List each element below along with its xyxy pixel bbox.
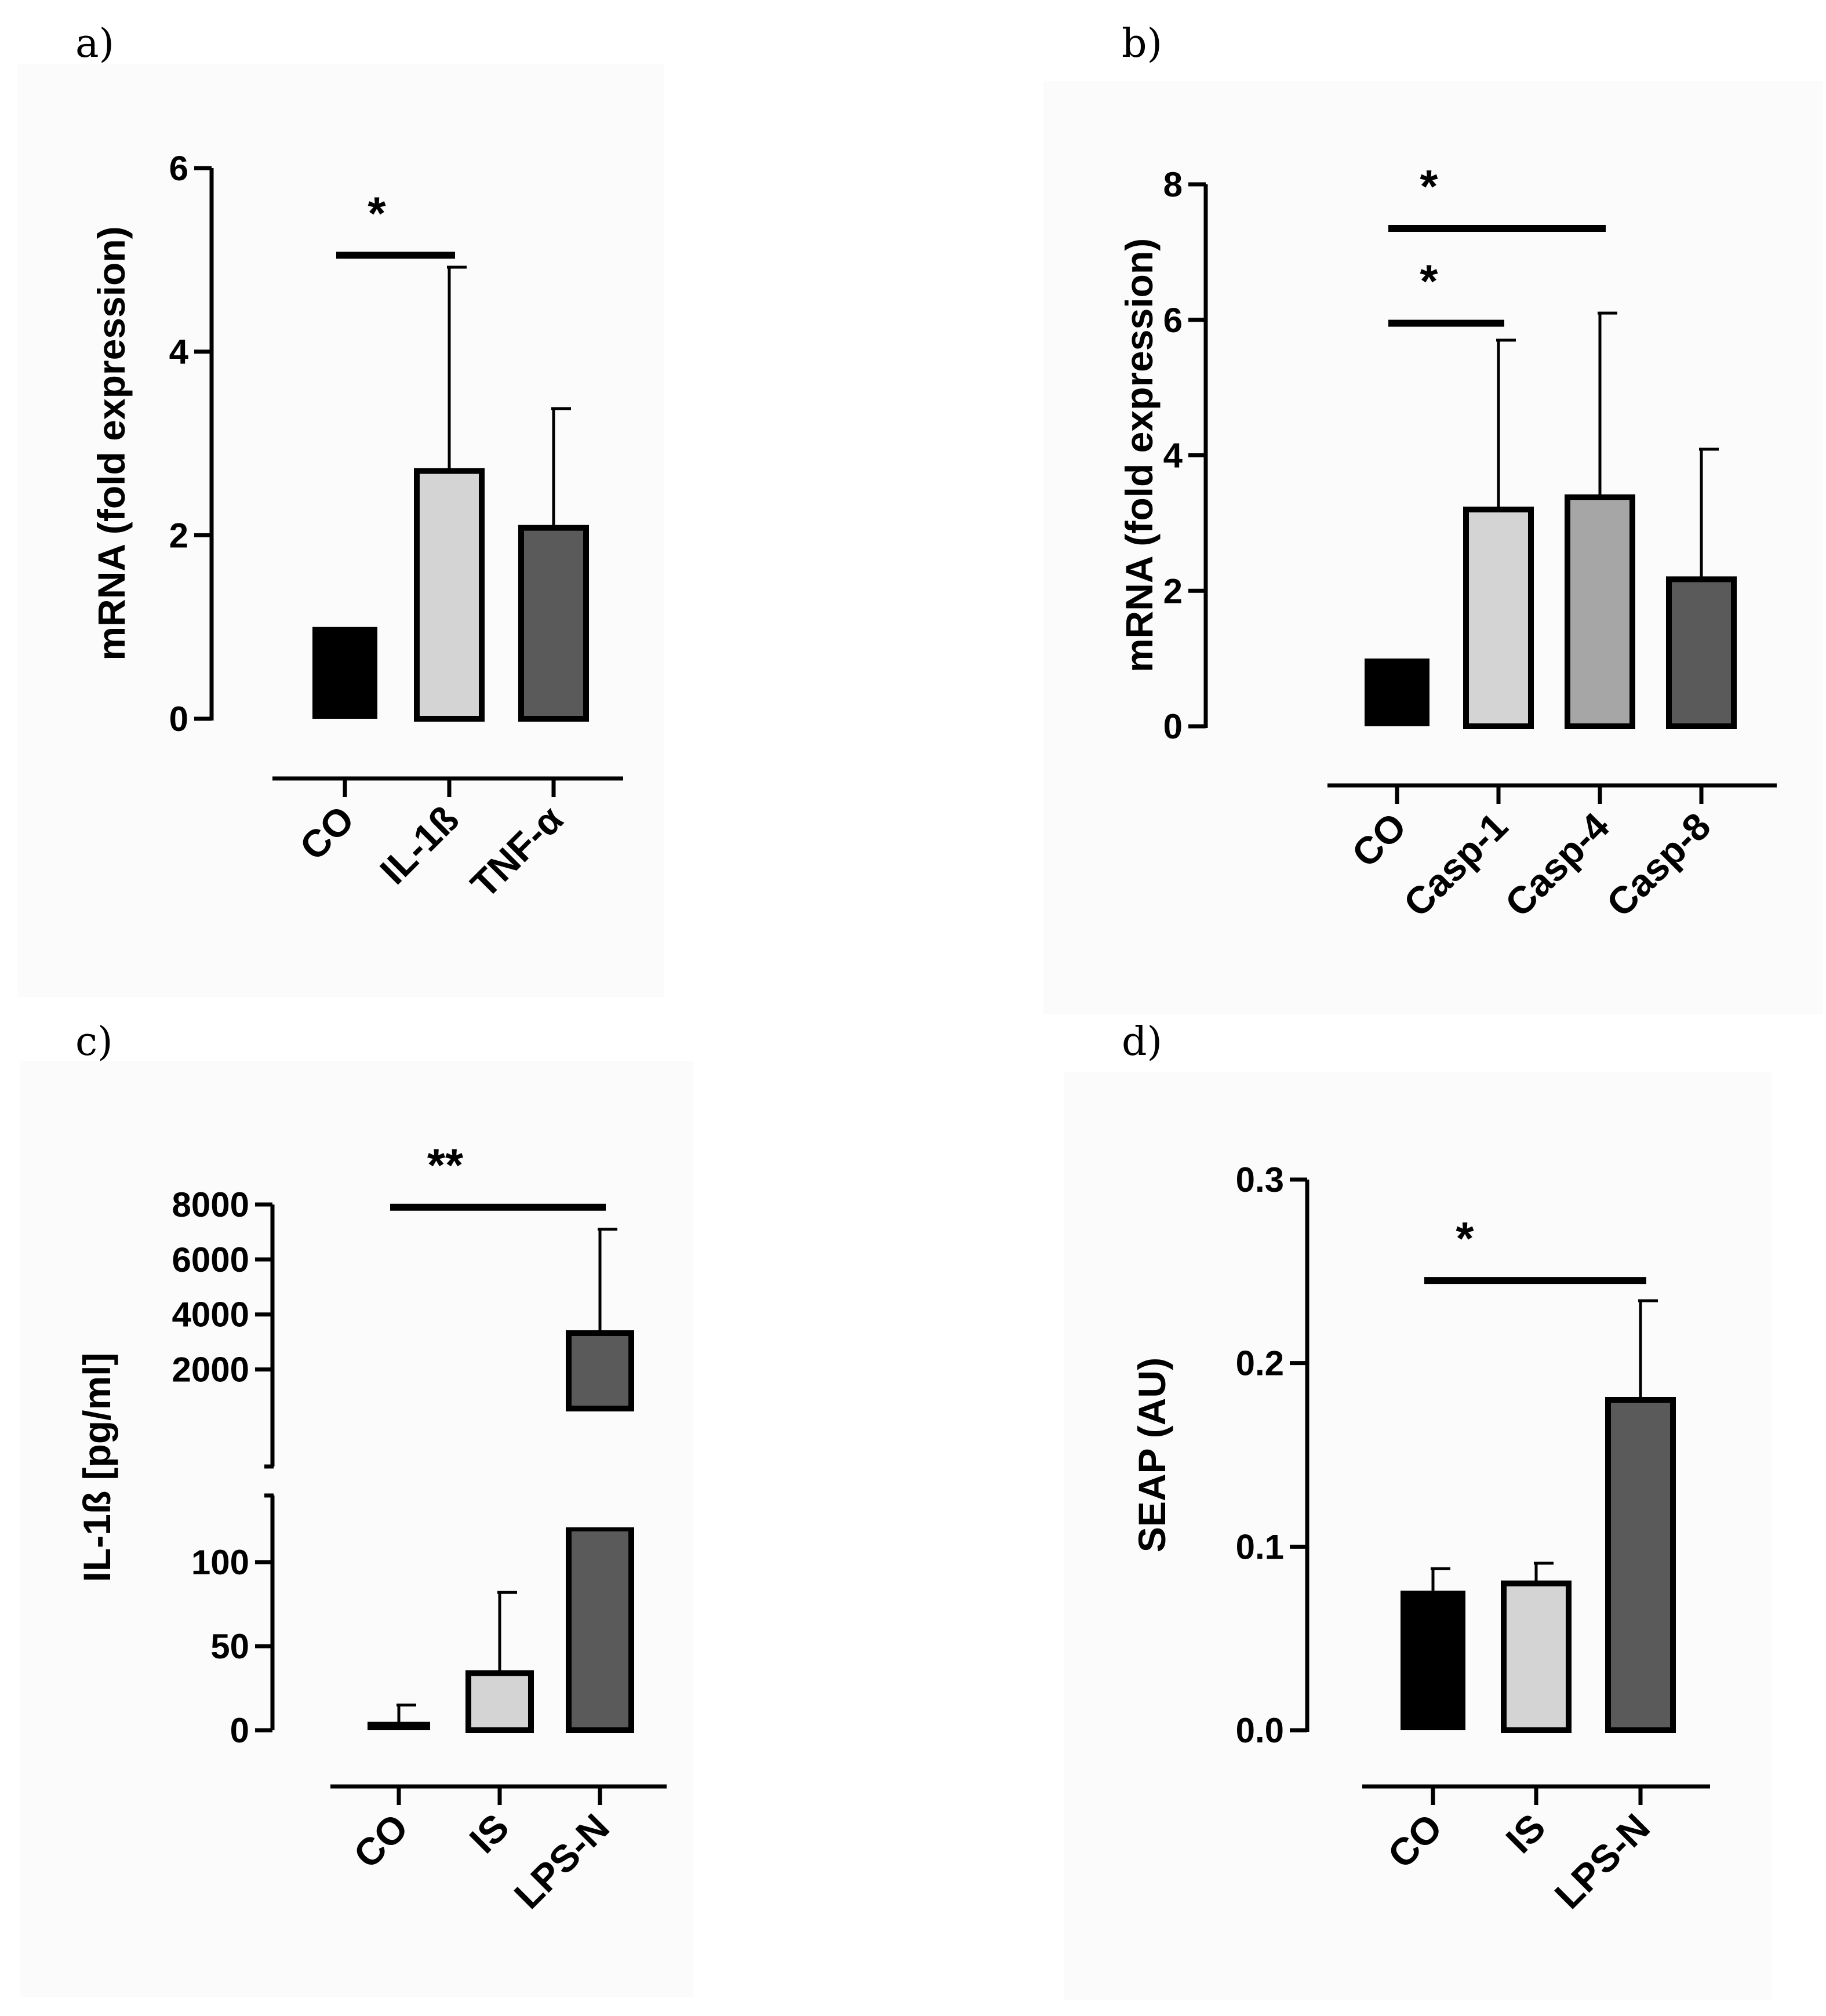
y-tick-label: 0: [1163, 707, 1183, 746]
y-tick-label: 50: [210, 1627, 249, 1666]
bar: [1401, 1591, 1465, 1730]
panel-background: [1043, 81, 1823, 1014]
significance-marker: *: [1456, 1213, 1474, 1264]
y-tick-label: 2: [169, 516, 188, 555]
y-tick-label: 4000: [172, 1296, 249, 1334]
y-tick-label: 4: [169, 333, 189, 372]
y-axis-title: SEAP (AU): [1130, 1358, 1173, 1552]
significance-marker: *: [368, 187, 386, 239]
bar: [566, 1526, 634, 1733]
y-tick-label: 0: [169, 700, 188, 738]
bar: [1501, 1580, 1572, 1734]
panel-label: b): [1122, 21, 1162, 67]
y-tick-label: 6000: [172, 1240, 249, 1279]
y-tick-label: 8: [1163, 165, 1183, 204]
y-tick-label: 6: [169, 149, 188, 188]
bar: [414, 468, 485, 722]
bar: [368, 1722, 430, 1730]
bar-upper-segment: [566, 1330, 634, 1412]
panel-label: a): [75, 21, 114, 67]
significance-marker: *: [1420, 161, 1438, 212]
bar: [1605, 1397, 1676, 1733]
y-axis-title: mRNA (fold expression): [1118, 238, 1161, 672]
y-axis-title: mRNA (fold expression): [90, 226, 133, 660]
y-tick-label: 0.2: [1236, 1344, 1284, 1383]
significance-marker: **: [427, 1140, 464, 1191]
y-tick-label: 2000: [172, 1351, 249, 1389]
y-tick-label: 6: [1163, 301, 1183, 340]
bar: [518, 525, 589, 722]
y-tick-label: 8000: [172, 1185, 249, 1224]
y-tick-label: 100: [191, 1543, 249, 1582]
bar: [312, 627, 377, 719]
bar: [465, 1670, 534, 1733]
bar: [1666, 576, 1737, 729]
bar: [1365, 658, 1429, 726]
y-tick-label: 0.1: [1236, 1527, 1284, 1566]
bar: [1463, 507, 1534, 729]
panel-label: c): [75, 1019, 113, 1065]
bar-break-gap: [564, 1411, 636, 1527]
y-tick-label: 0.0: [1236, 1711, 1284, 1750]
y-axis-title: IL-1ß [pg/ml]: [75, 1353, 118, 1582]
y-tick-label: 4: [1163, 436, 1183, 475]
bar: [1565, 494, 1635, 730]
y-tick-label: 0: [230, 1711, 249, 1750]
significance-marker: *: [1420, 256, 1438, 307]
y-tick-label: 0.3: [1236, 1160, 1284, 1199]
panel-label: d): [1122, 1019, 1162, 1065]
y-tick-label: 2: [1163, 572, 1183, 610]
